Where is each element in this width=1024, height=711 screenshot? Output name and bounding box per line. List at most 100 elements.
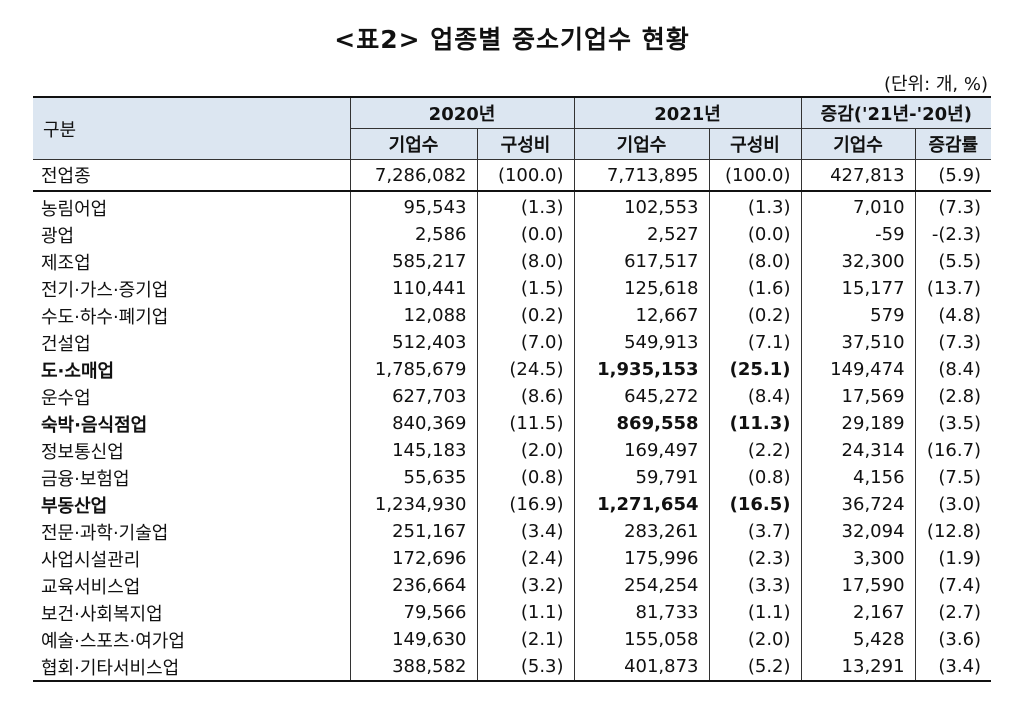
- header-2020-count: 기업수: [350, 128, 478, 160]
- count-2020: 149,630: [349, 626, 478, 653]
- ratio-2021: (16.5): [708, 491, 802, 518]
- count-2021: 59,791: [573, 464, 710, 491]
- change-count: 36,724: [800, 491, 916, 518]
- header-change-count: 기업수: [800, 128, 916, 160]
- header-2021-ratio: 구성비: [708, 128, 802, 160]
- ratio-2020: (0.2): [476, 302, 575, 329]
- table-row: 전문·과학·기술업 251,167 (3.4) 283,261 (3.7) 32…: [33, 518, 992, 545]
- count-2021: 169,497: [573, 437, 710, 464]
- count-2020: 79,566: [349, 599, 478, 626]
- row-label: 전업종: [33, 159, 351, 192]
- ratio-2021: (11.3): [708, 410, 802, 437]
- header-change-rate: 증감률: [914, 128, 992, 160]
- count-2021: 645,272: [573, 383, 710, 410]
- table-row: 운수업 627,703 (8.6) 645,272 (8.4) 17,569 (…: [33, 383, 992, 410]
- change-rate: (7.3): [914, 329, 992, 356]
- count-2020: 55,635: [349, 464, 478, 491]
- row-label: 제조업: [33, 248, 351, 275]
- row-label: 숙박·음식점업: [33, 410, 351, 437]
- count-2021: 1,271,654: [573, 491, 710, 518]
- table-row: 교육서비스업 236,664 (3.2) 254,254 (3.3) 17,59…: [33, 572, 992, 599]
- row-label: 건설업: [33, 329, 351, 356]
- ratio-2020: (3.2): [476, 572, 575, 599]
- row-label: 정보통신업: [33, 437, 351, 464]
- count-2021: 549,913: [573, 329, 710, 356]
- change-count: 427,813: [800, 159, 916, 192]
- ratio-2021: (0.2): [708, 302, 802, 329]
- change-count: 149,474: [800, 356, 916, 383]
- row-label: 예술·스포츠·여가업: [33, 626, 351, 653]
- ratio-2020: (1.3): [476, 191, 575, 221]
- row-label: 부동산업: [33, 491, 351, 518]
- table-row: 사업시설관리 172,696 (2.4) 175,996 (2.3) 3,300…: [33, 545, 992, 572]
- count-2021: 401,873: [573, 653, 710, 682]
- change-rate: (3.4): [914, 653, 992, 682]
- ratio-2020: (11.5): [476, 410, 575, 437]
- count-2021: 81,733: [573, 599, 710, 626]
- row-label: 도·소매업: [33, 356, 351, 383]
- count-2020: 627,703: [349, 383, 478, 410]
- change-rate: (16.7): [914, 437, 992, 464]
- change-count: 32,300: [800, 248, 916, 275]
- table-row: 광업 2,586 (0.0) 2,527 (0.0) -59 -(2.3): [33, 221, 992, 248]
- count-2021: 2,527: [573, 221, 710, 248]
- ratio-2020: (5.3): [476, 653, 575, 682]
- ratio-2021: (3.3): [708, 572, 802, 599]
- count-2020: 236,664: [349, 572, 478, 599]
- table-row: 보건·사회복지업 79,566 (1.1) 81,733 (1.1) 2,167…: [33, 599, 992, 626]
- ratio-2020: (1.5): [476, 275, 575, 302]
- ratio-2020: (8.0): [476, 248, 575, 275]
- change-count: 4,156: [800, 464, 916, 491]
- row-label: 전문·과학·기술업: [33, 518, 351, 545]
- count-2020: 95,543: [349, 191, 478, 221]
- count-2021: 7,713,895: [573, 159, 710, 192]
- row-label: 사업시설관리: [33, 545, 351, 572]
- row-label: 전기·가스·증기업: [33, 275, 351, 302]
- table-row: 수도·하수·폐기업 12,088 (0.2) 12,667 (0.2) 579 …: [33, 302, 992, 329]
- change-count: 3,300: [800, 545, 916, 572]
- ratio-2021: (7.1): [708, 329, 802, 356]
- count-2020: 110,441: [349, 275, 478, 302]
- ratio-2020: (1.1): [476, 599, 575, 626]
- table-row: 제조업 585,217 (8.0) 617,517 (8.0) 32,300 (…: [33, 248, 992, 275]
- ratio-2021: (3.7): [708, 518, 802, 545]
- count-2021: 254,254: [573, 572, 710, 599]
- table-row: 건설업 512,403 (7.0) 549,913 (7.1) 37,510 (…: [33, 329, 992, 356]
- change-count: 17,569: [800, 383, 916, 410]
- count-2021: 155,058: [573, 626, 710, 653]
- table-row: 부동산업 1,234,930 (16.9) 1,271,654 (16.5) 3…: [33, 491, 992, 518]
- ratio-2020: (0.0): [476, 221, 575, 248]
- count-2021: 1,935,153: [573, 356, 710, 383]
- change-count: 7,010: [800, 191, 916, 221]
- row-label: 보건·사회복지업: [33, 599, 351, 626]
- change-count: 29,189: [800, 410, 916, 437]
- count-2020: 840,369: [349, 410, 478, 437]
- ratio-2020: (100.0): [476, 159, 575, 192]
- row-label: 교육서비스업: [33, 572, 351, 599]
- count-2020: 388,582: [349, 653, 478, 682]
- table-row: 도·소매업 1,785,679 (24.5) 1,935,153 (25.1) …: [33, 356, 992, 383]
- count-2021: 283,261: [573, 518, 710, 545]
- table-row: 숙박·음식점업 840,369 (11.5) 869,558 (11.3) 29…: [33, 410, 992, 437]
- change-count: 15,177: [800, 275, 916, 302]
- count-2021: 175,996: [573, 545, 710, 572]
- change-count: 32,094: [800, 518, 916, 545]
- header-2020-ratio: 구성비: [476, 128, 575, 160]
- row-label: 협회·기타서비스업: [33, 653, 351, 682]
- count-2020: 145,183: [349, 437, 478, 464]
- count-2020: 2,586: [349, 221, 478, 248]
- header-2021: 2021년: [573, 96, 802, 129]
- change-count: 13,291: [800, 653, 916, 682]
- ratio-2021: (2.2): [708, 437, 802, 464]
- ratio-2020: (3.4): [476, 518, 575, 545]
- change-count: 17,590: [800, 572, 916, 599]
- ratio-2021: (8.4): [708, 383, 802, 410]
- change-rate: (3.6): [914, 626, 992, 653]
- ratio-2020: (2.1): [476, 626, 575, 653]
- change-count: -59: [800, 221, 916, 248]
- change-rate: (8.4): [914, 356, 992, 383]
- table-row: 전기·가스·증기업 110,441 (1.5) 125,618 (1.6) 15…: [33, 275, 992, 302]
- ratio-2020: (8.6): [476, 383, 575, 410]
- count-2020: 7,286,082: [349, 159, 478, 192]
- ratio-2020: (2.4): [476, 545, 575, 572]
